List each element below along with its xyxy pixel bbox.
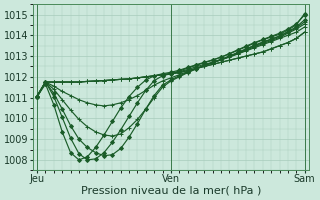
X-axis label: Pression niveau de la mer( hPa ): Pression niveau de la mer( hPa ) [81,186,261,196]
